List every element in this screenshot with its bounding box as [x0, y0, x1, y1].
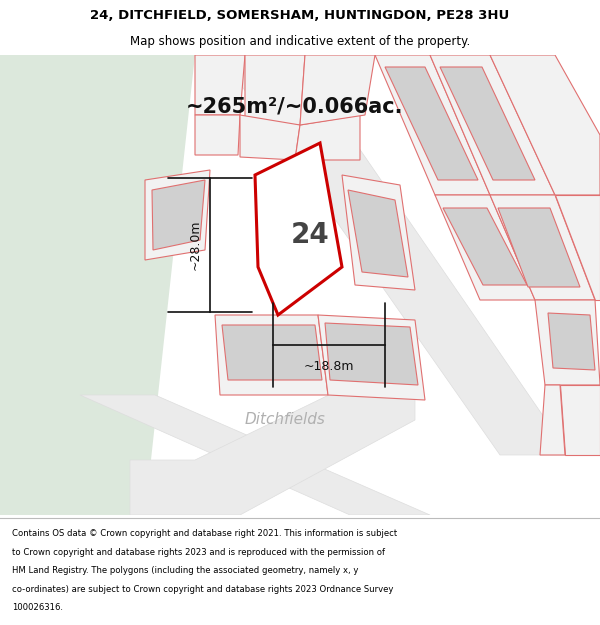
Polygon shape — [318, 315, 425, 400]
Polygon shape — [490, 195, 595, 300]
Text: to Crown copyright and database rights 2023 and is reproduced with the permissio: to Crown copyright and database rights 2… — [12, 548, 385, 557]
Polygon shape — [490, 55, 600, 195]
Polygon shape — [348, 190, 408, 277]
Polygon shape — [245, 55, 305, 125]
Polygon shape — [300, 55, 375, 125]
Text: ~28.0m: ~28.0m — [188, 220, 202, 270]
Polygon shape — [80, 395, 430, 515]
Polygon shape — [498, 208, 580, 287]
Polygon shape — [560, 385, 600, 455]
Polygon shape — [130, 375, 415, 515]
Polygon shape — [540, 385, 565, 455]
Polygon shape — [195, 55, 245, 115]
Polygon shape — [535, 300, 600, 385]
Polygon shape — [145, 170, 210, 260]
Polygon shape — [385, 67, 478, 180]
Polygon shape — [0, 55, 195, 515]
Polygon shape — [342, 175, 415, 290]
Polygon shape — [152, 180, 205, 250]
Polygon shape — [440, 67, 535, 180]
Polygon shape — [222, 325, 322, 380]
Polygon shape — [195, 115, 240, 155]
Text: 24: 24 — [290, 221, 329, 249]
Polygon shape — [220, 55, 570, 455]
Text: HM Land Registry. The polygons (including the associated geometry, namely x, y: HM Land Registry. The polygons (includin… — [12, 566, 358, 575]
Polygon shape — [215, 315, 328, 395]
Text: Map shows position and indicative extent of the property.: Map shows position and indicative extent… — [130, 35, 470, 48]
Text: ~265m²/~0.066ac.: ~265m²/~0.066ac. — [186, 97, 404, 117]
Polygon shape — [255, 143, 342, 315]
Text: 100026316.: 100026316. — [12, 603, 63, 612]
Polygon shape — [435, 195, 535, 300]
Polygon shape — [555, 195, 600, 300]
Polygon shape — [443, 208, 527, 285]
Text: Contains OS data © Crown copyright and database right 2021. This information is : Contains OS data © Crown copyright and d… — [12, 529, 397, 538]
Text: co-ordinates) are subject to Crown copyright and database rights 2023 Ordnance S: co-ordinates) are subject to Crown copyr… — [12, 585, 394, 594]
Polygon shape — [430, 55, 555, 195]
Text: ~18.8m: ~18.8m — [304, 360, 354, 373]
Text: 24, DITCHFIELD, SOMERSHAM, HUNTINGDON, PE28 3HU: 24, DITCHFIELD, SOMERSHAM, HUNTINGDON, P… — [91, 9, 509, 22]
Polygon shape — [295, 115, 360, 160]
Polygon shape — [548, 313, 595, 370]
Polygon shape — [325, 323, 418, 385]
Text: Ditchfields: Ditchfields — [245, 412, 325, 428]
Polygon shape — [240, 115, 300, 160]
Polygon shape — [375, 55, 490, 195]
